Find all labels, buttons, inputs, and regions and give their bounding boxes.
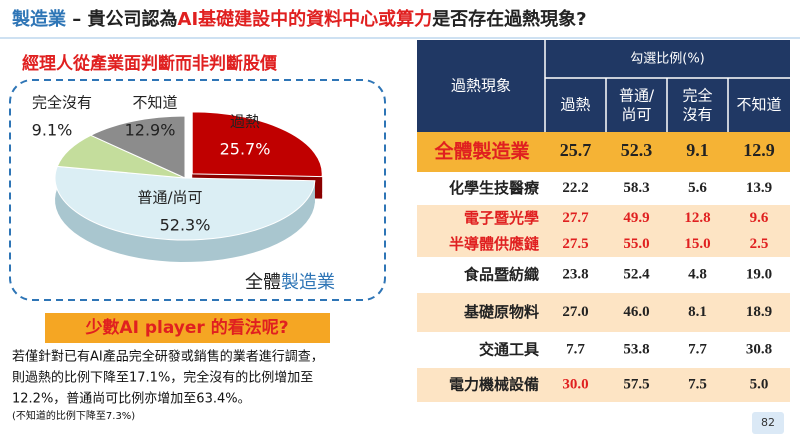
- cell: 5.0: [750, 376, 769, 392]
- column-header-line: 完全: [682, 86, 712, 104]
- row-bg: [417, 368, 790, 402]
- column-header-line: 沒有: [682, 105, 712, 123]
- row-label: 化學生技醫療: [449, 179, 540, 197]
- note-line: 若僅針對已有AI產品完全研發或銷售的業者進行調查，: [12, 349, 324, 365]
- cell: 46.0: [623, 304, 649, 320]
- page-number: 82: [761, 416, 775, 429]
- cell: 7.5: [688, 376, 707, 392]
- page-number-box: [752, 412, 784, 434]
- row-bg: [417, 257, 790, 293]
- cell: 18.9: [746, 304, 772, 320]
- header-cell: 過熱現象: [451, 77, 511, 95]
- column-header: 不知道: [736, 96, 781, 114]
- pie-chart: 過熱 25.7% 普通/尚可 52.3% 完全沒有 9.1% 不知道 12.9%: [32, 94, 323, 262]
- cell: 27.7: [562, 210, 589, 226]
- row-label: 基礎原物料: [463, 303, 539, 321]
- slice-side: [55, 166, 315, 262]
- row-bg: [417, 332, 790, 368]
- cell: 2.5: [750, 236, 769, 252]
- cell: 22.2: [562, 180, 588, 196]
- row-label: 全體製造業: [433, 140, 530, 163]
- row-bg: [417, 132, 790, 172]
- subtitle: 經理人從產業面判斷而非判斷股價: [22, 53, 278, 74]
- slice-label: 完全沒有: [32, 94, 92, 112]
- slide-title: 製造業 – 貴公司認為AI基礎建設中的資料中心或算力是否存在過熱現象?: [11, 8, 587, 30]
- cell: 30.8: [746, 341, 772, 357]
- cell: 13.9: [746, 180, 772, 196]
- title-part: 是否存在過熱現象?: [431, 8, 586, 30]
- callout: 少數AI player 的看法呢?: [84, 317, 288, 338]
- slice-label: 不知道: [132, 94, 177, 112]
- slice-label: 過熱: [230, 113, 260, 131]
- cell: 55.0: [623, 236, 649, 252]
- slice-label: 普通/尚可: [137, 189, 202, 207]
- pie-caption: 全體製造業: [245, 272, 335, 293]
- caption-part: 製造業: [281, 272, 335, 293]
- caption-part: 全體: [245, 272, 281, 293]
- row-label: 電力機械設備: [449, 376, 539, 394]
- cell: 7.7: [566, 341, 585, 357]
- title-part: 製造業: [11, 8, 67, 30]
- column-header-line: 普通/: [619, 86, 655, 104]
- row-bg: [417, 232, 790, 257]
- slice-value-label: 9.1%: [32, 121, 73, 140]
- title-part: AI基礎建設中的資料中心或算力: [178, 8, 433, 30]
- column-header: 完全沒有: [682, 86, 712, 123]
- cell: 27.0: [562, 304, 588, 320]
- cell: 53.8: [623, 341, 649, 357]
- cell: 9.6: [750, 210, 769, 226]
- cell: 7.7: [688, 341, 707, 357]
- slice: [54, 165, 316, 241]
- note-line: 12.2%，普通尚可比例亦增加至63.4%。: [12, 391, 251, 407]
- slice-value-label: 12.9%: [125, 121, 176, 140]
- row-label: 電子暨光學: [464, 209, 539, 227]
- row-label: 食品暨紡織: [464, 266, 539, 284]
- cell: 49.9: [623, 210, 649, 226]
- cell: 25.7: [560, 140, 592, 160]
- cell: 8.1: [688, 304, 707, 320]
- row-label: 半導體供應鏈: [449, 235, 540, 253]
- cell: 52.4: [623, 266, 650, 282]
- row-bg: [417, 293, 790, 332]
- note-line: 則過熱的比例下降至17.1%，完全沒有的比例增加至: [12, 370, 313, 386]
- row-bg: [417, 205, 790, 232]
- cell: 23.8: [562, 266, 588, 282]
- cell: 19.0: [746, 266, 772, 282]
- slice: [89, 115, 186, 179]
- cell: 57.5: [623, 376, 649, 392]
- cell: 15.0: [684, 236, 710, 252]
- cell: 58.3: [623, 180, 649, 196]
- slice: [191, 111, 323, 178]
- column-header: 過熱: [560, 96, 590, 114]
- cell: 27.5: [562, 236, 588, 252]
- note-small: (不知道的比例下降至7.3%): [12, 409, 135, 422]
- row-bg: [417, 172, 790, 205]
- cell: 30.0: [562, 376, 588, 392]
- header-cell: 勾選比例(%): [630, 52, 705, 67]
- callout-box: [45, 313, 330, 343]
- cell: 9.1: [686, 140, 709, 160]
- slice-value-label: 25.7%: [220, 140, 271, 159]
- cell: 12.9: [743, 140, 775, 160]
- column-header: 普通/尚可: [619, 86, 655, 123]
- column-header-line: 尚可: [621, 105, 651, 123]
- row-label: 交通工具: [479, 341, 539, 359]
- cell: 12.8: [684, 210, 710, 226]
- title-part: – 貴公司認為: [66, 8, 178, 30]
- cell: 52.3: [621, 140, 653, 160]
- slice-value-label: 52.3%: [160, 216, 211, 235]
- cell: 5.6: [688, 180, 707, 196]
- cell: 4.8: [688, 266, 707, 282]
